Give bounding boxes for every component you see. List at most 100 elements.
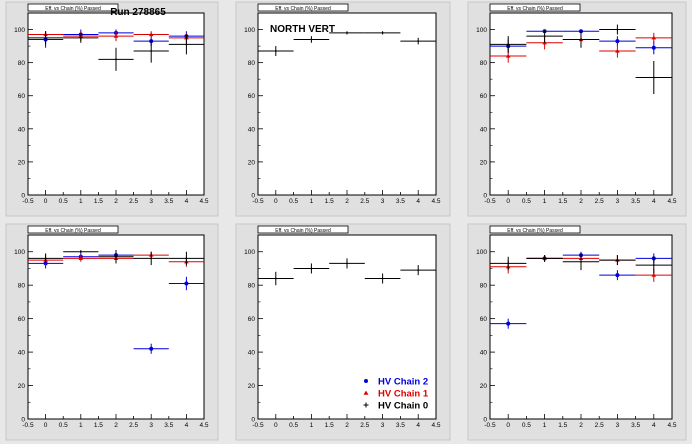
data-point	[543, 35, 546, 38]
x-tick-label: 3.5	[631, 422, 640, 429]
data-point	[651, 272, 657, 277]
x-tick-label: 4	[652, 198, 656, 205]
chart-panel-6: Eff. vs Chain (%) Passed-0.5 0 0.5 1 1.5 2 2.5…	[467, 223, 687, 441]
data-point	[615, 273, 620, 278]
x-tick-label: 2	[579, 198, 583, 205]
x-tick-label: 4	[652, 422, 656, 429]
y-tick-label: 100	[476, 27, 487, 34]
x-tick-label: 2	[114, 198, 118, 205]
x-tick-label: -0.5	[22, 422, 34, 429]
plot-frame	[257, 12, 437, 196]
series-hv0	[258, 31, 436, 57]
x-tick-label: 3.5	[164, 198, 173, 205]
x-tick-label: 1.5	[325, 422, 334, 429]
data-point	[580, 260, 582, 263]
x-tick-label: 1	[79, 422, 83, 429]
data-point	[346, 31, 348, 34]
chart-panel-1: Eff. vs Chain (%) Passed Run 278865-0.5 0 0…	[5, 1, 219, 217]
legend-label-hv0: HV Chain 0	[378, 401, 428, 412]
x-tick-label: 4.5	[199, 422, 208, 429]
data-point	[616, 259, 619, 261]
y-tick-label: 100	[244, 27, 255, 34]
x-tick-label: 0	[274, 422, 278, 429]
y-tick-label: 20	[18, 383, 26, 390]
x-tick-label: 2.5	[595, 198, 604, 205]
y-tick-label: 60	[248, 316, 256, 323]
y-tick-label: 100	[244, 249, 255, 256]
x-tick-label: 4	[185, 422, 189, 429]
data-point	[150, 257, 153, 260]
x-tick-label: 2	[579, 422, 583, 429]
x-tick-label: -0.5	[484, 422, 496, 429]
x-tick-label: 0.5	[59, 422, 68, 429]
x-tick-label: 1.5	[94, 198, 103, 205]
data-point	[651, 35, 657, 40]
x-tick-label: 3	[616, 198, 620, 205]
y-tick-label: 40	[18, 126, 26, 133]
x-tick-label: 3	[381, 422, 385, 429]
data-point	[113, 33, 119, 38]
y-tick-label: 0	[483, 417, 487, 424]
y-tick-label: 20	[480, 159, 488, 166]
x-tick-label: -0.5	[484, 198, 496, 205]
x-tick-label: 2.5	[129, 422, 138, 429]
x-tick-label: 0	[44, 198, 48, 205]
x-tick-label: 3.5	[164, 422, 173, 429]
legend-marker-triangle	[363, 390, 369, 395]
panel-label: NORTH VERT	[270, 24, 335, 35]
data-point	[274, 50, 277, 52]
data-point	[417, 269, 420, 272]
histogram-title: Eff. vs Chain (%) Passed	[507, 228, 563, 234]
x-tick-label: 1	[310, 198, 314, 205]
data-point	[150, 50, 153, 52]
x-tick-label: 4.5	[667, 198, 676, 205]
y-tick-label: 40	[480, 350, 488, 357]
histogram-title-box: Eff. vs Chain (%) Passed	[27, 225, 119, 234]
y-tick-label: 60	[480, 93, 488, 100]
x-tick-label: 1.5	[558, 198, 567, 205]
x-tick-label: 1.5	[94, 422, 103, 429]
data-point	[616, 28, 619, 31]
histogram-title: Eff. vs Chain (%) Passed	[45, 228, 101, 234]
data-point	[274, 277, 277, 280]
x-tick-label: 3.5	[396, 422, 405, 429]
data-point	[651, 45, 656, 50]
x-tick-label: 1.5	[325, 198, 334, 205]
histogram-title: Eff. vs Chain (%) Passed	[275, 6, 331, 12]
histogram-title: Eff. vs Chain (%) Passed	[275, 228, 331, 234]
histogram-title-box: Eff. vs Chain (%) Passed	[257, 3, 349, 12]
chart-panel-3: Eff. vs Chain (%) Passed-0.5 0 0.5 1 1.5 2 2.5…	[467, 1, 687, 217]
data-point	[44, 257, 47, 260]
histogram-title: Eff. vs Chain (%) Passed	[45, 6, 101, 12]
x-tick-label: 2.5	[360, 198, 369, 205]
title-box-frame	[257, 225, 349, 234]
x-tick-label: 3	[149, 422, 153, 429]
histogram-title: Eff. vs Chain (%) Passed	[507, 6, 563, 12]
data-point	[185, 257, 188, 260]
data-point	[580, 38, 582, 41]
data-point	[543, 257, 546, 260]
x-tick-label: 3.5	[396, 198, 405, 205]
x-tick-label: 2.5	[595, 422, 604, 429]
data-point	[310, 38, 313, 41]
legend: HV Chain 2HV Chain 1HV Chain 0	[363, 377, 429, 412]
y-tick-label: 0	[21, 193, 25, 200]
x-tick-label: 2	[345, 198, 349, 205]
data-point	[507, 262, 510, 265]
histogram-title-box: Eff. vs Chain (%) Passed	[27, 3, 119, 12]
data-point	[381, 31, 384, 34]
x-tick-label: 2.5	[129, 198, 138, 205]
x-tick-label: 4	[416, 422, 420, 429]
data-point	[78, 256, 84, 261]
x-tick-label: -0.5	[252, 198, 264, 205]
series-hv0	[258, 258, 436, 286]
y-tick-label: 60	[18, 316, 26, 323]
data-point	[615, 48, 620, 53]
y-tick-label: 80	[480, 283, 488, 290]
title-box-frame	[257, 3, 349, 12]
x-tick-label: 3	[149, 198, 153, 205]
x-tick-label: -0.5	[22, 198, 34, 205]
data-point	[310, 267, 313, 270]
chart-panel-4: Eff. vs Chain (%) Passed-0.5 0 0.5 1 1.5 2 2.5…	[5, 223, 219, 441]
x-tick-label: 0	[274, 198, 278, 205]
